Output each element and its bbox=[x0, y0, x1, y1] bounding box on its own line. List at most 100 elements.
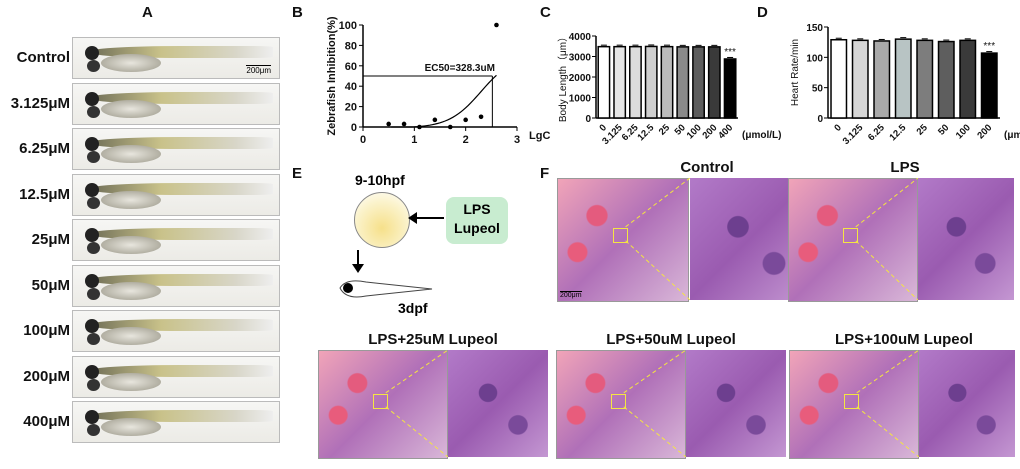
x-tick-label: 12.5 bbox=[888, 122, 909, 143]
bar bbox=[937, 40, 955, 119]
histology-title: Control bbox=[680, 159, 734, 176]
panel-label-a: A bbox=[142, 4, 153, 21]
y-axis-label: Body Length（μm） bbox=[557, 32, 569, 122]
bar bbox=[894, 38, 912, 119]
zoom-region-box bbox=[843, 393, 859, 409]
x-tick-label: 25 bbox=[657, 122, 673, 138]
histology-title: LPS+100uM Lupeol bbox=[835, 331, 973, 348]
x-tick-label: 25 bbox=[915, 122, 931, 138]
y-tick-label: 50 bbox=[812, 84, 824, 95]
histology-title: LPS+25uM Lupeol bbox=[368, 331, 498, 348]
embryo-image bbox=[354, 192, 410, 248]
x-axis-label: (μmol/L) bbox=[1004, 130, 1020, 141]
zebrafish-image bbox=[72, 310, 280, 352]
arrow-down bbox=[357, 250, 359, 266]
data-point bbox=[494, 22, 499, 28]
data-point bbox=[417, 124, 422, 130]
data-point bbox=[463, 117, 468, 123]
x-tick-label: 3 bbox=[514, 134, 520, 146]
x-axis-label: (μmol/L) bbox=[742, 130, 781, 141]
y-tick-label: 3000 bbox=[569, 53, 592, 64]
bar bbox=[597, 45, 611, 119]
histology-image bbox=[789, 350, 919, 459]
x-tick-label: 200 bbox=[975, 122, 994, 141]
arrowhead-icon bbox=[408, 212, 417, 224]
bar bbox=[851, 39, 869, 119]
histology-image bbox=[556, 350, 686, 459]
bar bbox=[723, 58, 737, 119]
panel-label-c: C bbox=[540, 4, 551, 21]
significance-marker: *** bbox=[983, 41, 995, 52]
bar bbox=[830, 38, 848, 119]
arrowhead-icon bbox=[352, 264, 364, 273]
x-tick-label: 0 bbox=[360, 134, 366, 146]
zoom-region-box bbox=[612, 227, 628, 243]
x-tick-label: 12.5 bbox=[635, 122, 656, 143]
concentration-label: 25μM bbox=[31, 231, 70, 248]
fit-curve bbox=[391, 74, 497, 128]
concentration-label: 50μM bbox=[31, 276, 70, 294]
panel-label-d: D bbox=[757, 4, 768, 21]
bar bbox=[644, 45, 658, 119]
zoom-region-box bbox=[842, 227, 858, 243]
scale-bar: 200μm bbox=[560, 291, 582, 299]
bar bbox=[629, 45, 642, 119]
histology-title: LPS+50uM Lupeol bbox=[606, 331, 736, 348]
y-tick-label: 40 bbox=[345, 81, 357, 93]
panel-label-f: F bbox=[540, 165, 550, 182]
concentration-label: 100μM bbox=[23, 322, 70, 339]
y-tick-label: 60 bbox=[345, 61, 357, 73]
data-point bbox=[432, 117, 438, 123]
y-tick-label: 0 bbox=[351, 122, 357, 134]
zoomed-histology-image bbox=[918, 178, 1014, 300]
x-tick-label: 2 bbox=[463, 134, 469, 146]
treatment-box: LPS Lupeol bbox=[446, 197, 508, 244]
scale-bar: 200μm bbox=[246, 65, 271, 75]
bar bbox=[692, 46, 705, 119]
y-tick-label: 2000 bbox=[569, 73, 592, 84]
bar bbox=[916, 39, 934, 119]
histology-image bbox=[318, 350, 448, 459]
data-point bbox=[447, 124, 453, 130]
zoomed-histology-image bbox=[686, 350, 786, 457]
zebrafish-image bbox=[72, 355, 280, 398]
data-point bbox=[386, 121, 391, 127]
zebrafish-image bbox=[72, 264, 280, 307]
zoomed-histology-image bbox=[448, 350, 548, 457]
concentration-label: 6.25μM bbox=[19, 140, 70, 157]
data-point bbox=[478, 114, 484, 120]
stage-label: 9-10hpf bbox=[355, 172, 405, 188]
zoomed-histology-image bbox=[919, 350, 1015, 457]
treatment-lupeol: Lupeol bbox=[454, 220, 500, 236]
y-axis-label: Heart Rate/min bbox=[790, 39, 801, 106]
bar bbox=[707, 46, 721, 119]
data-point bbox=[401, 121, 407, 127]
x-tick-label: 0 bbox=[597, 122, 609, 134]
x-tick-label: 6.25 bbox=[866, 122, 887, 143]
significance-marker: *** bbox=[724, 47, 736, 58]
zoom-region-box bbox=[372, 393, 388, 409]
endpoint-label: 3dpf bbox=[398, 300, 428, 316]
x-tick-label: 50 bbox=[936, 122, 951, 137]
bar bbox=[959, 39, 977, 119]
y-tick-label: 80 bbox=[345, 40, 357, 52]
y-tick-label: 0 bbox=[817, 114, 823, 125]
x-tick-label: 100 bbox=[954, 122, 973, 141]
zebrafish-image bbox=[72, 401, 280, 443]
x-tick-label: 1 bbox=[411, 134, 417, 146]
concentration-label: 3.125μM bbox=[10, 94, 70, 112]
bar bbox=[660, 45, 674, 119]
treatment-lps: LPS bbox=[463, 201, 491, 217]
x-tick-label: 3.125 bbox=[841, 122, 866, 147]
concentration-label: 12.5μM bbox=[19, 185, 70, 203]
ec50-annotation: EC50=328.3uM bbox=[425, 63, 495, 74]
bar bbox=[676, 46, 690, 119]
y-tick-label: 150 bbox=[806, 23, 823, 34]
zebrafish-image: 200μm bbox=[72, 37, 280, 79]
bar bbox=[980, 52, 998, 119]
y-tick-label: 1000 bbox=[569, 94, 592, 105]
zoom-region-box bbox=[610, 393, 626, 409]
larva-drawing bbox=[339, 280, 433, 298]
